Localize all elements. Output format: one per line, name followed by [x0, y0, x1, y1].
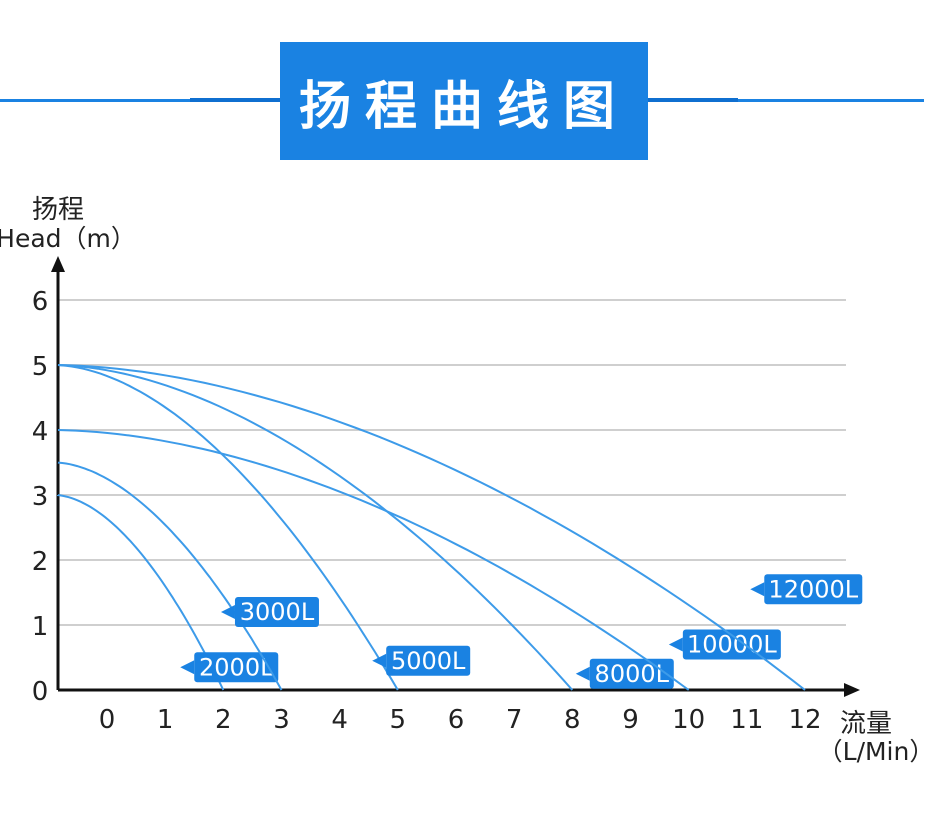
label-box-12000L: [764, 574, 863, 605]
curve-5000L: [57, 364, 399, 691]
label-pointer-2000L: [180, 660, 195, 675]
header-rule-left: [0, 99, 280, 102]
y-tick-label-0: 0: [32, 677, 49, 707]
y-axis-label-cn: 扬程: [32, 195, 84, 225]
x-tick-label-0: 0: [99, 705, 116, 735]
series-label-5000L: 5000L: [391, 647, 466, 675]
series-label-8000L: 8000L: [595, 660, 670, 688]
curve-2000L: [57, 494, 225, 691]
x-axis-arrow: [844, 683, 860, 697]
x-tick-label-10: 10: [672, 705, 705, 735]
series-label-12000L: 12000L: [768, 575, 858, 603]
label-pointer-3000L: [220, 605, 235, 619]
y-tick-label-6: 6: [32, 287, 49, 317]
label-pointer-12000L: [750, 582, 765, 597]
x-tick-label-9: 9: [622, 705, 639, 735]
label-box-2000L: [194, 652, 279, 683]
y-tick-label-2: 2: [32, 547, 49, 577]
x-axis-label-cn: 流量: [840, 709, 892, 739]
x-tick-label-11: 11: [730, 705, 763, 735]
series-label-3000L: 3000L: [240, 598, 315, 626]
y-tick-label-1: 1: [32, 612, 49, 642]
x-axis-label-en: （L/Min）: [818, 737, 935, 766]
header-rule-right-accent: [646, 98, 738, 102]
series-label-2000L: 2000L: [199, 653, 274, 681]
label-pointer-5000L: [372, 653, 387, 668]
x-tick-label-2: 2: [215, 705, 232, 735]
label-box-3000L: [234, 597, 319, 627]
y-tick-label-4: 4: [32, 417, 49, 447]
y-tick-label-5: 5: [32, 352, 49, 382]
curve-10000L: [57, 429, 690, 691]
header-rule-left-accent: [190, 98, 282, 102]
label-pointer-10000L: [668, 637, 683, 652]
y-axis-label-en: Head（m）: [0, 224, 136, 253]
curve-8000L: [57, 364, 574, 691]
label-pointer-8000L: [575, 666, 590, 681]
x-tick-label-1: 1: [157, 705, 174, 735]
curve-12000L: [57, 364, 806, 691]
x-tick-label-12: 12: [788, 705, 821, 735]
chart-title: 扬程曲线图: [280, 42, 648, 160]
x-tick-label-8: 8: [564, 705, 581, 735]
label-box-5000L: [386, 645, 471, 676]
y-tick-label-3: 3: [32, 482, 49, 512]
y-axis-arrow: [51, 256, 65, 272]
x-tick-label-7: 7: [506, 705, 523, 735]
x-tick-label-4: 4: [331, 705, 348, 735]
x-tick-label-5: 5: [390, 705, 407, 735]
header-rule-right: [648, 99, 924, 102]
x-tick-label-3: 3: [273, 705, 290, 735]
label-box-8000L: [589, 658, 674, 689]
x-tick-label-6: 6: [448, 705, 465, 735]
